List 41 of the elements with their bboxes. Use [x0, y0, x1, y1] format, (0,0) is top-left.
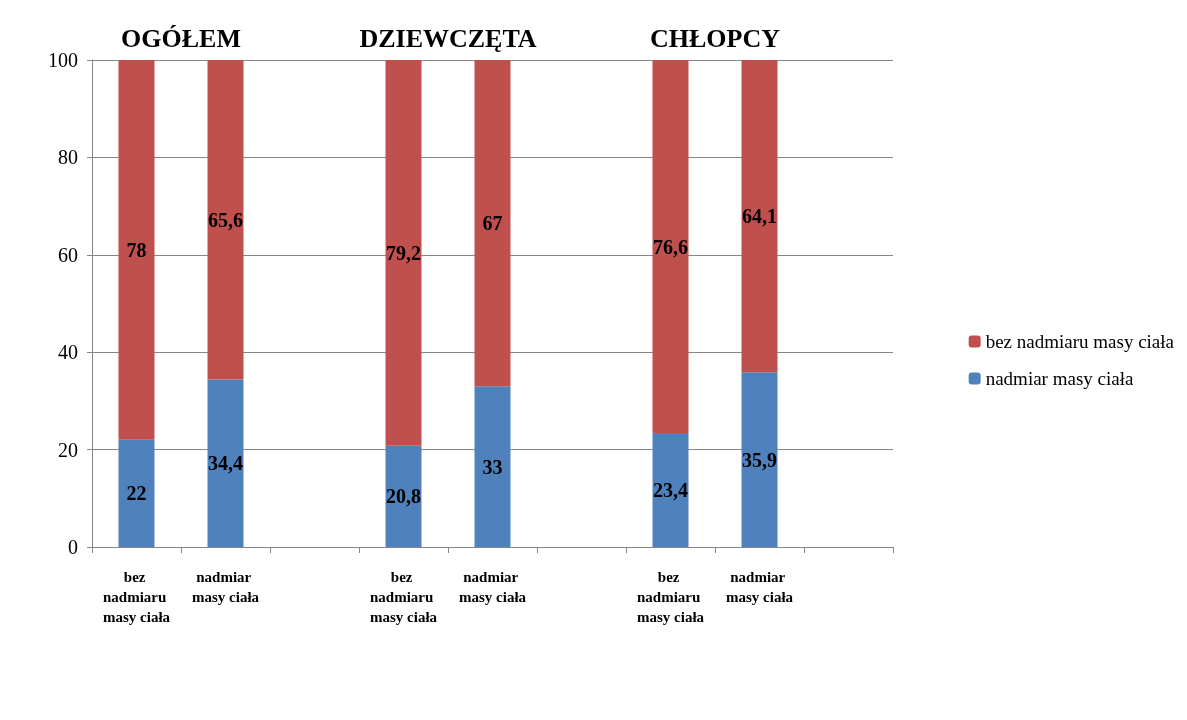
x-tick-label: bez nadmiaru masy ciała: [102, 569, 171, 625]
data-label: 76,6: [653, 235, 688, 258]
y-tick-label: 20: [58, 438, 78, 461]
bar: [207, 379, 244, 547]
y-tick-label: 100: [48, 49, 78, 71]
legend-label: nadmiar masy ciała: [985, 368, 1134, 389]
bar: [118, 439, 155, 547]
y-tick-label: 40: [58, 341, 78, 364]
bar: [385, 445, 422, 547]
x-tick-label: bez nadmiaru masy ciała: [369, 569, 438, 625]
data-label: 33: [482, 455, 503, 478]
y-tick-label: 0: [68, 536, 78, 558]
data-label: 20,8: [386, 485, 421, 508]
bar: [474, 386, 511, 547]
data-label: 22: [126, 482, 147, 505]
bar: [652, 433, 689, 547]
x-tick-label: nadmiar masy ciała: [458, 569, 527, 605]
bar: [385, 60, 422, 446]
bar: [741, 372, 778, 547]
bar: [207, 60, 244, 380]
bar: [652, 60, 689, 434]
data-label: 67: [482, 212, 503, 235]
data-label: 78: [126, 238, 147, 261]
bar: [741, 60, 778, 373]
data-label: 35,9: [742, 448, 777, 471]
text: OGÓŁEM: [121, 23, 241, 53]
data-label: 64,1: [742, 205, 777, 228]
data-label: 23,4: [653, 479, 688, 502]
data-label: 79,2: [386, 241, 421, 264]
legend-label: bez nadmiaru masy ciała: [985, 331, 1175, 352]
data-label: 34,4: [208, 452, 243, 475]
x-tick-label: nadmiar masy ciała: [191, 569, 260, 605]
y-tick-label: 60: [58, 243, 78, 266]
x-tick-label: bez nadmiaru masy ciała: [636, 569, 705, 625]
text: CHŁOPCY: [650, 23, 781, 53]
data-label: 65,6: [208, 208, 243, 231]
y-tick-label: 80: [58, 146, 78, 169]
bar: [118, 60, 155, 440]
bar: [474, 60, 511, 387]
text: DZIEWCZĘTA: [359, 23, 537, 53]
x-tick-label: nadmiar masy ciała: [725, 569, 794, 605]
